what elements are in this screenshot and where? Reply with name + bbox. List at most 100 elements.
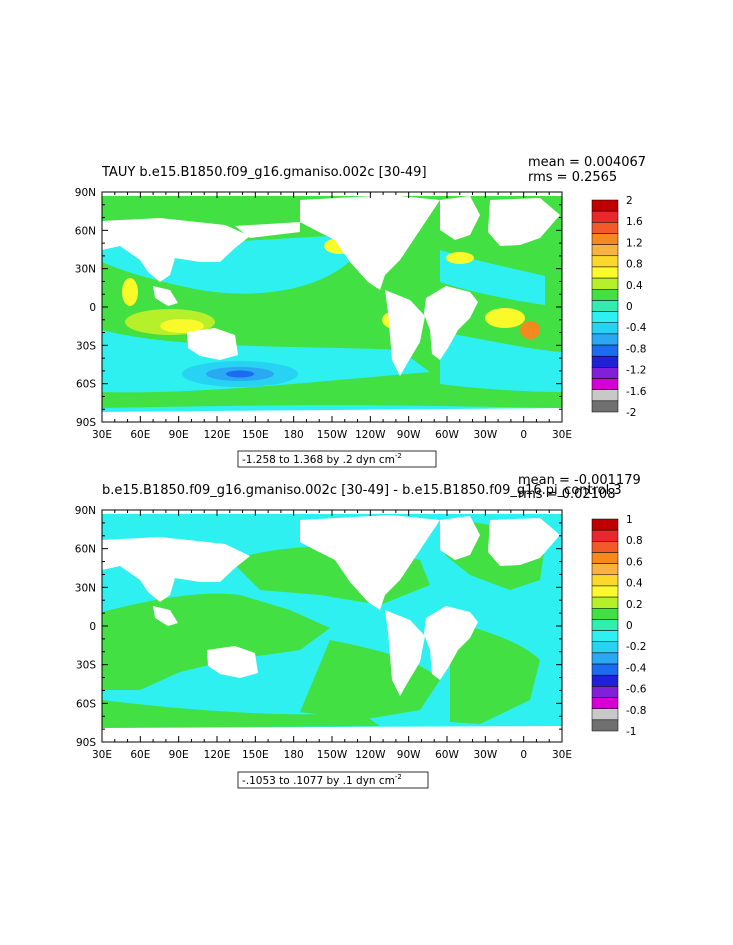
panel-1-title: TAUY b.e15.B1850.f09_g16.gmaniso.002c [3… bbox=[101, 165, 427, 180]
panel-2-colorbar-label: -1 bbox=[626, 726, 636, 738]
panel-2-colorbar-swatch bbox=[591, 552, 619, 564]
panel-2-pos-south bbox=[102, 700, 380, 728]
panel-2-colorbar-swatch bbox=[591, 708, 619, 721]
panel-2-xtick-label: 120W bbox=[355, 749, 386, 761]
panel-1-colorbar-label: 0.4 bbox=[626, 280, 643, 292]
panel-1-colorbar-swatch bbox=[591, 233, 619, 245]
panel-1-ytick-label: 90N bbox=[75, 187, 96, 199]
panel-1-xtick-label: 180 bbox=[284, 429, 304, 441]
panel-1-neg-natl bbox=[440, 250, 545, 305]
panel-1-colorbar-swatch bbox=[591, 255, 619, 268]
panel-2-xtick-label: 120E bbox=[204, 749, 231, 761]
panel-1-xtick-label: 90E bbox=[169, 429, 189, 441]
panel-1-pos-seatl bbox=[485, 308, 525, 328]
panel-1-pos-seatl-2 bbox=[520, 321, 540, 339]
panel-1-pos-spac-2 bbox=[160, 319, 204, 333]
panel-2-colorbar-label: 0.6 bbox=[626, 556, 643, 568]
panel-1-rms: rms = 0.2565 bbox=[528, 170, 617, 185]
panel-2-field bbox=[102, 510, 562, 742]
panel-1-pos-natl bbox=[446, 252, 474, 264]
panel-1-colorbar-label: 0 bbox=[626, 301, 633, 313]
panel-1-colorbar: 2 1.6 1.2 0.8 0.4 0 -0.4 -0.8 -1.2 -1.6 -2 bbox=[591, 195, 647, 419]
panel-1-colorbar-swatch bbox=[591, 300, 619, 312]
panel-2-axes: 30E 60E 90E 120E 150E 180 150W 120W 90W 60W 30W 0 30… bbox=[75, 505, 572, 761]
panel-2-colorbar-swatch bbox=[591, 663, 619, 676]
panel-2-colorbar-label: 1 bbox=[626, 514, 633, 526]
panel-2-xtick-label: 30W bbox=[473, 749, 497, 761]
panel-2-xtick-label: 60E bbox=[130, 749, 150, 761]
panel-2-xtick-label: 90W bbox=[397, 749, 421, 761]
panel-2-colorbar-label: 0.2 bbox=[626, 599, 643, 611]
panel-1-colorbar-label: -2 bbox=[626, 407, 636, 419]
panel-2-colorbar-swatch bbox=[591, 619, 619, 631]
panel-1-colorbar-label: -0.4 bbox=[626, 322, 647, 334]
panel-2-colorbar-swatch bbox=[591, 529, 619, 542]
panel-1-xtick-label: 60E bbox=[130, 429, 150, 441]
panel-2-colorbar-swatch bbox=[591, 608, 619, 620]
panel-2-colorbar-label: 0.8 bbox=[626, 535, 643, 547]
panel-1-colorbar-swatch bbox=[591, 389, 619, 402]
panel-1-colorbar-label: -1.6 bbox=[626, 386, 647, 398]
panel-1-colorbar-swatch bbox=[591, 289, 619, 301]
panel-2-colorbar-label: -0.4 bbox=[626, 662, 647, 674]
panel-2-colorbar: 1 0.8 0.6 0.4 0.2 0 -0.2 -0.4 -0.6 -0.8 -1 bbox=[591, 514, 647, 738]
panel-1-colorbar-label: -0.8 bbox=[626, 343, 647, 355]
panel-1-ytick-label: 60S bbox=[76, 379, 96, 391]
panel-1-xtick-label: 120W bbox=[355, 429, 386, 441]
panel-1: TAUY b.e15.B1850.f09_g16.gmaniso.002c [3… bbox=[75, 155, 647, 468]
panel-2-colorbar-swatch bbox=[591, 574, 619, 587]
panel-2-colorbar-swatch bbox=[591, 596, 619, 609]
panel-1-colorbar-swatch bbox=[591, 311, 619, 323]
panel-2-colorbar-swatch bbox=[591, 541, 619, 553]
panel-1-colorbar-label: -1.2 bbox=[626, 365, 647, 377]
panel-1-colorbar-swatch bbox=[591, 222, 619, 234]
panel-2-xtick-label: 0 bbox=[520, 749, 527, 761]
panel-1-xtick-label: 0 bbox=[520, 429, 527, 441]
panel-2-colorbar-swatch bbox=[591, 686, 619, 698]
panel-2-ytick-label: 60N bbox=[75, 544, 96, 556]
panel-1-colorbar-swatch bbox=[591, 277, 619, 290]
panel-1-neg-core-3 bbox=[226, 370, 254, 378]
panel-2-xtick-label: 30E bbox=[92, 749, 112, 761]
panel-2-ytick-label: 30S bbox=[76, 660, 96, 672]
panel-2-colorbar-swatch bbox=[591, 630, 619, 642]
panel-1-neg-satl bbox=[440, 332, 562, 392]
panel-1-xtick-label: 30W bbox=[473, 429, 497, 441]
panel-1-xtick-label: 30E bbox=[552, 429, 572, 441]
panel-2-colorbar-label: 0.4 bbox=[626, 578, 643, 590]
panel-2-range-label: -.1053 to .1077 by .1 dyn cm-2 bbox=[242, 773, 402, 787]
panel-1-colorbar-swatch bbox=[591, 378, 619, 390]
panel-1-ytick-label: 0 bbox=[89, 302, 96, 314]
panel-2-xtick-label: 90E bbox=[169, 749, 189, 761]
panel-1-colorbar-swatch bbox=[591, 266, 619, 279]
panel-2-colorbar-swatch bbox=[591, 518, 619, 531]
panel-1-field bbox=[102, 192, 562, 422]
panel-1-colorbar-swatch bbox=[591, 322, 619, 335]
panel-1-xtick-label: 30E bbox=[92, 429, 112, 441]
panel-1-xtick-label: 120E bbox=[204, 429, 231, 441]
panel-2-title: b.e15.B1850.f09_g16.gmaniso.002c [30-49]… bbox=[102, 483, 622, 498]
panel-2-colorbar-label: -0.6 bbox=[626, 684, 647, 696]
panel-2-colorbar-swatch bbox=[591, 674, 619, 687]
panel-2-range-box bbox=[237, 771, 429, 789]
panel-2-colorbar-label: -0.2 bbox=[626, 641, 647, 653]
panel-2-ytick-label: 90S bbox=[76, 737, 96, 749]
panel-2-colorbar-swatch bbox=[591, 563, 619, 576]
panel-1-ytick-label: 60N bbox=[75, 225, 96, 237]
panel-2-xtick-label: 180 bbox=[284, 749, 304, 761]
panel-2-xtick-label: 30E bbox=[552, 749, 572, 761]
panel-1-colorbar-swatch bbox=[591, 344, 619, 357]
panel-1-colorbar-swatch bbox=[591, 333, 619, 346]
panel-1-colorbar-swatch bbox=[591, 367, 619, 379]
panel-1-colorbar-swatch bbox=[591, 355, 619, 368]
panel-2-colorbar-label: 0 bbox=[626, 620, 633, 632]
panel-1-xtick-label: 90W bbox=[397, 429, 421, 441]
panel-2-colorbar-label: -0.8 bbox=[626, 705, 647, 717]
panel-2-colorbar-swatch bbox=[591, 585, 619, 598]
panel-2-colorbar-swatch bbox=[591, 697, 619, 709]
panel-2-ytick-label: 30N bbox=[75, 582, 96, 594]
panel-2-xtick-label: 60W bbox=[435, 749, 459, 761]
panel-1-pos-ind bbox=[122, 278, 138, 306]
panel-1-ytick-label: 30N bbox=[75, 264, 96, 276]
panel-1-xtick-label: 150E bbox=[242, 429, 269, 441]
